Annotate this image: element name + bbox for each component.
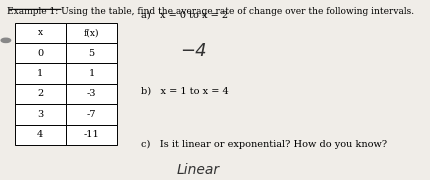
FancyBboxPatch shape [66, 84, 117, 104]
Text: b)   x = 1 to x = 4: b) x = 1 to x = 4 [141, 86, 229, 95]
Text: -3: -3 [87, 89, 96, 98]
FancyBboxPatch shape [66, 125, 117, 145]
Text: x: x [38, 28, 43, 37]
Text: 0: 0 [37, 49, 43, 58]
FancyBboxPatch shape [66, 104, 117, 125]
FancyBboxPatch shape [15, 104, 66, 125]
Text: −4: −4 [180, 42, 207, 60]
Text: 3: 3 [37, 110, 43, 119]
Text: 1: 1 [37, 69, 43, 78]
Text: 1: 1 [89, 69, 95, 78]
FancyBboxPatch shape [15, 84, 66, 104]
Text: f(x): f(x) [84, 28, 99, 37]
FancyBboxPatch shape [66, 23, 117, 43]
FancyBboxPatch shape [15, 23, 66, 43]
FancyBboxPatch shape [66, 43, 117, 63]
Text: 5: 5 [89, 49, 95, 58]
Text: c)   Is it linear or exponential? How do you know?: c) Is it linear or exponential? How do y… [141, 140, 387, 149]
Text: Example 1: Using the table, find the average rate of change over the following i: Example 1: Using the table, find the ave… [7, 7, 414, 16]
Circle shape [1, 38, 11, 42]
Text: -11: -11 [83, 130, 99, 139]
Text: a)   x = 0 to x = 2: a) x = 0 to x = 2 [141, 10, 228, 19]
Text: -7: -7 [87, 110, 96, 119]
Text: 4: 4 [37, 130, 43, 139]
FancyBboxPatch shape [66, 63, 117, 84]
Text: Linear: Linear [176, 163, 219, 177]
Text: 2: 2 [37, 89, 43, 98]
FancyBboxPatch shape [15, 125, 66, 145]
FancyBboxPatch shape [15, 43, 66, 63]
FancyBboxPatch shape [15, 63, 66, 84]
